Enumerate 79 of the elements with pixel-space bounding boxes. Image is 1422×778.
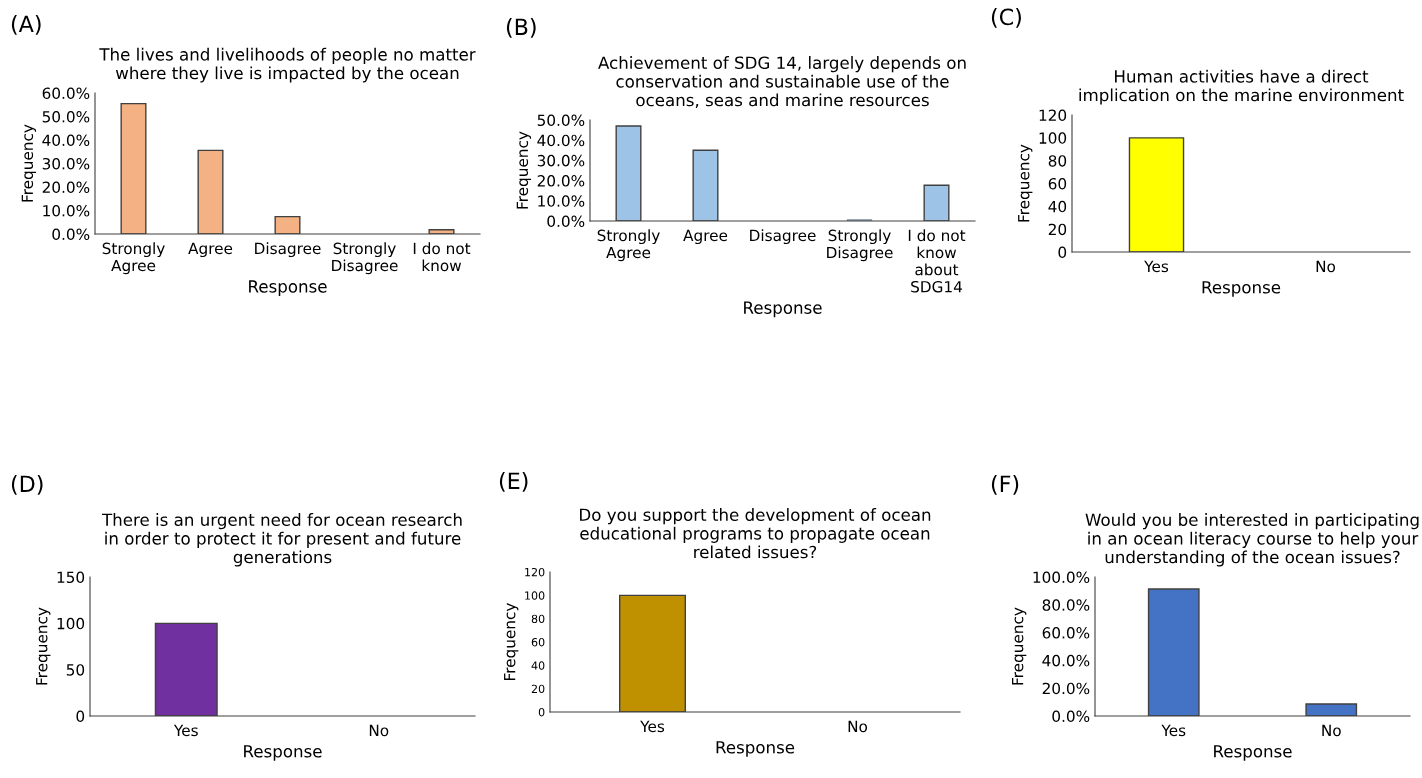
y-tick-label: 10.0% xyxy=(43,204,90,217)
x-axis-title: Response xyxy=(244,745,322,761)
y-tick-label: 40 xyxy=(531,661,545,670)
y-tick-label: 60.0% xyxy=(42,87,90,100)
y-tick-label: 100.0% xyxy=(1033,571,1090,584)
x-axis-title: Response xyxy=(249,280,327,296)
x-axis-title: Response xyxy=(1214,745,1292,761)
x-tick-label: I do not know about SDG14 xyxy=(908,229,966,293)
y-tick-label: 80.0% xyxy=(1042,599,1090,611)
chart-title: Do you support the development of ocean educational programs to propagate ocean related issues? xyxy=(580,508,931,559)
x-tick-label: Yes xyxy=(640,720,665,733)
y-tick-label: 50 xyxy=(66,664,85,676)
y-tick-label: 100 xyxy=(57,617,85,630)
x-tick-label: Strongly Disagree xyxy=(332,242,398,275)
y-tick-label: 50.0% xyxy=(42,110,90,123)
x-tick-label: Agree xyxy=(188,242,233,258)
y-tick-label: 20.0% xyxy=(42,181,90,194)
text: (E) xyxy=(499,472,528,492)
x-tick-label: Yes xyxy=(1161,724,1186,737)
y-tick-label: 0.0% xyxy=(547,215,585,228)
x-axis-title: Response xyxy=(716,741,795,757)
y-tick-label: 40.0% xyxy=(1042,654,1090,667)
x-tick-label: Strongly Agree xyxy=(597,229,660,262)
x-tick-label: Disagree xyxy=(750,229,816,245)
y-axis-title: Frequency xyxy=(21,124,37,202)
y-tick-label: 40.0% xyxy=(42,134,90,147)
x-tick-label: I do not know xyxy=(413,242,471,272)
chart-title: There is an urgent need for ocean research in order to protect it for present and future generations xyxy=(101,513,462,567)
x-axis-title: Response xyxy=(744,301,822,318)
x-tick-label: Strongly Disagree xyxy=(827,229,893,262)
y-axis-title: Frequency xyxy=(1012,607,1027,685)
x-tick-label: No xyxy=(369,724,389,737)
y-axis-title: Frequency xyxy=(504,603,519,680)
y-tick-label: 40 xyxy=(1048,200,1067,213)
y-tick-label: 150 xyxy=(57,571,85,584)
y-tick-label: 0 xyxy=(1058,246,1067,259)
y-tick-label: 0.0% xyxy=(52,228,90,241)
y-tick-label: 80 xyxy=(1048,155,1067,167)
y-tick-label: 40.0% xyxy=(537,134,585,147)
y-tick-label: 120 xyxy=(525,567,545,577)
text: (C) xyxy=(991,8,1021,28)
y-tick-label: 20.0% xyxy=(1042,682,1090,695)
x-tick-label: Strongly Agree xyxy=(102,242,165,275)
y-tick-label: 0.0% xyxy=(1052,710,1090,723)
y-tick-label: 120 xyxy=(1039,109,1067,122)
y-tick-label: 30.0% xyxy=(537,154,585,167)
y-tick-label: 0 xyxy=(76,710,85,723)
chart-title: Would you be interested in participating in an ocean literacy course to help your understanding of the ocean issues? xyxy=(1085,513,1419,567)
text: (A) xyxy=(11,15,41,35)
x-tick-label: No xyxy=(848,720,868,733)
y-tick-label: 20.0% xyxy=(537,175,585,187)
x-tick-label: Agree xyxy=(683,229,728,245)
y-tick-label: 30.0% xyxy=(42,157,90,170)
x-axis-title: Response xyxy=(1202,281,1281,297)
x-tick-label: Yes xyxy=(173,724,198,737)
y-tick-label: 50.0% xyxy=(537,114,585,127)
y-tick-label: 100 xyxy=(525,591,545,600)
y-tick-label: 60.0% xyxy=(1042,627,1090,639)
y-tick-label: 20 xyxy=(1048,223,1067,236)
y-tick-label: 10.0% xyxy=(538,195,585,207)
y-tick-label: 20 xyxy=(531,684,545,694)
x-tick-label: Disagree xyxy=(255,242,321,258)
chart-title: The lives and livelihoods of people no matter where they live is impacted by the ocean xyxy=(99,47,476,83)
chart-title: Achievement of SDG 14, largely depends on conservation and sustainable use of the oceans, seas and marine resources xyxy=(598,56,966,109)
text: (F) xyxy=(991,475,1019,495)
text: (B) xyxy=(506,18,536,38)
x-tick-label: No xyxy=(1322,724,1341,737)
y-axis-title: Frequency xyxy=(36,607,51,685)
x-tick-label: Yes xyxy=(1144,260,1169,273)
text: (D) xyxy=(11,475,43,495)
y-tick-label: 100 xyxy=(1039,132,1067,144)
chart-title: Human activities have a direct implication on the marine environment xyxy=(1079,69,1404,105)
y-tick-label: 0 xyxy=(538,707,545,717)
y-tick-label: 60 xyxy=(531,637,545,647)
y-tick-label: 60 xyxy=(1048,177,1067,190)
y-axis-title: Frequency xyxy=(1018,144,1033,222)
y-axis-title: Frequency xyxy=(516,131,532,209)
x-tick-label: No xyxy=(1316,260,1336,273)
y-tick-label: 80 xyxy=(531,614,545,624)
